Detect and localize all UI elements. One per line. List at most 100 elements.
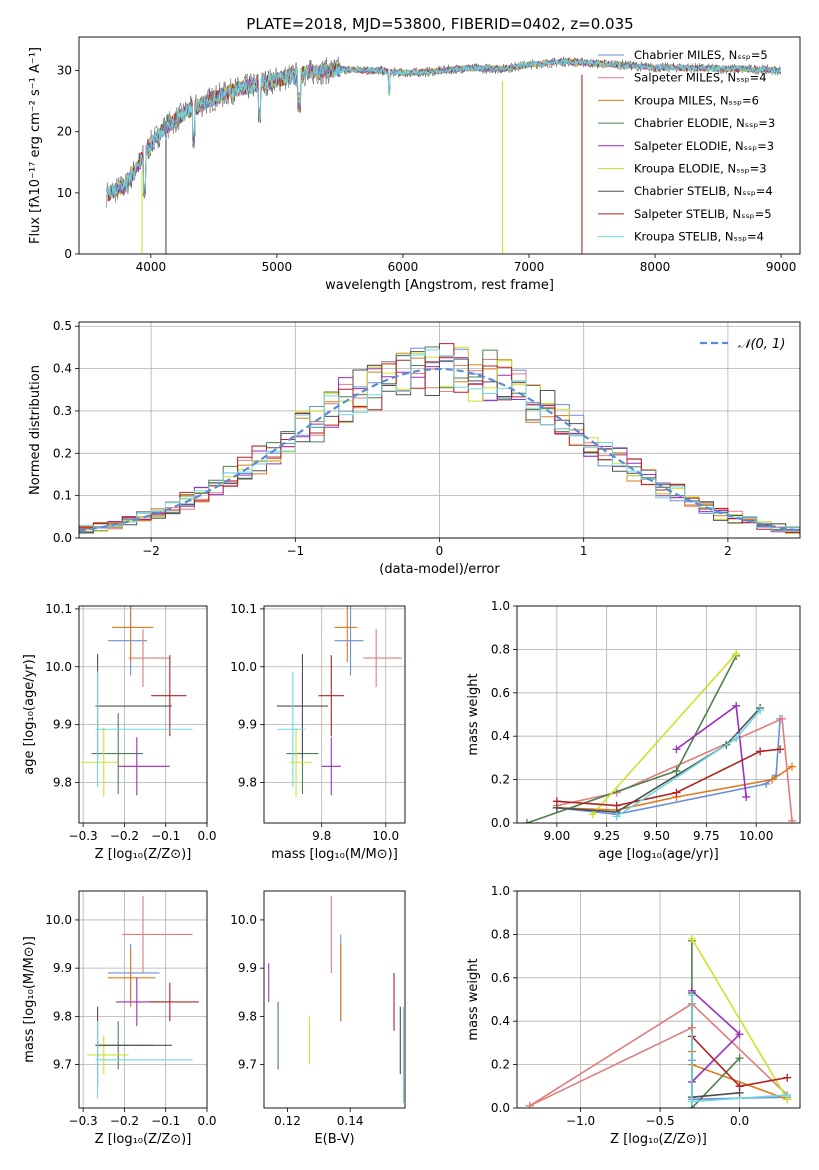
mass_vs_EBV-xtick-label: 0.12: [274, 1114, 301, 1128]
mass_vs_EBV-xlabel: E(B-V): [314, 1132, 354, 1147]
massweight_vs_age-xlabel: age [log₁₀(age/yr)]: [598, 847, 719, 862]
massweight_vs_Z-xtick-label: −1.0: [566, 1114, 595, 1128]
mass_vs_EBV-xtick-label: 0.14: [337, 1114, 364, 1128]
massweight_vs_Z-ytick-label: 1.0: [491, 884, 510, 898]
spectrum-xtick-label: 6000: [388, 260, 419, 274]
massweight_vs_age-marker: [672, 745, 681, 754]
spectrum-legend-label: Chabrier ELODIE, Nₛₛₚ=3: [634, 116, 775, 130]
mass_vs_Z-xtick-label: −0.3: [69, 1114, 98, 1128]
massweight_vs_Z-ytick-label: 0.4: [491, 1014, 510, 1028]
massweight_vs_Z-ytick-label: 0.2: [491, 1058, 510, 1072]
age_vs_Z-ytick-label: 9.8: [53, 775, 72, 789]
massweight_vs_age-marker: [672, 788, 681, 797]
massweight_vs_age-xtick-label: 9.50: [643, 829, 670, 843]
spectrum-legend-label: Salpeter STELIB, Nₛₛₚ=5: [634, 207, 772, 221]
massweight_vs_Z-marker: [687, 1023, 696, 1032]
mass_vs_EBV-frame: [263, 890, 406, 1109]
massweight_vs_age-marker: [588, 810, 597, 819]
spectrum-xtick-label: 4000: [136, 260, 167, 274]
massweight_vs_Z-series-5: [691, 938, 788, 1100]
spectrum-legend-label: Salpeter MILES, Nₛₛₚ=4: [634, 71, 767, 85]
massweight_vs_Z-marker: [525, 1101, 534, 1108]
massweight_vs_age-ytick-label: 0.6: [491, 686, 510, 700]
age_vs_Z-ytick-label: 10.0: [45, 660, 72, 674]
massweight_vs_age-series-3: [526, 655, 737, 823]
massweight_vs_Z-marker: [735, 1054, 744, 1063]
massweight_vs_Z-frame: [516, 890, 801, 1109]
massweight_vs_age-marker: [778, 714, 787, 723]
massweight_vs_age-ylabel: mass weight: [466, 673, 481, 755]
massweight_vs_Z-series-4: [691, 990, 741, 1083]
mass_vs_EBV-ytick-label: 9.8: [238, 1009, 257, 1023]
massweight_vs_Z-marker: [687, 991, 696, 1000]
massweight_vs_age-xtick-label: 9.00: [543, 829, 570, 843]
mass_vs_Z-xtick-label: −0.2: [110, 1114, 139, 1128]
residuals-ylabel: Normed distribution: [28, 365, 43, 495]
spectrum-ylabel: Flux [fλ10⁻¹⁷ erg cm⁻² s⁻¹ A⁻¹]: [28, 47, 43, 244]
mass_vs_Z-xtick-label: 0.0: [197, 1114, 216, 1128]
residuals-frame: [78, 321, 801, 539]
age_vs_Z-xtick-label: −0.2: [110, 829, 139, 843]
mass_vs_EBV-ytick-label: 9.7: [238, 1058, 257, 1072]
mass_vs_EBV-ytick-label: 10.0: [230, 913, 257, 927]
spectrum-legend-label: Kroupa ELODIE, Nₛₛₚ=3: [634, 162, 767, 176]
massweight_vs_age-xtick-label: 9.25: [593, 829, 620, 843]
mass_vs_Z-frame: [78, 890, 208, 1109]
age_vs_mass-ytick-label: 9.9: [238, 718, 257, 732]
residuals-ytick-label: 0.2: [53, 446, 72, 460]
massweight_vs_age-series-5: [592, 653, 737, 815]
massweight_vs_Z-marker: [783, 1073, 792, 1082]
massweight_vs_Z-series-1: [529, 1002, 788, 1107]
age_vs_Z-xtick-label: 0.0: [197, 829, 216, 843]
age_vs_Z-ytick-label: 9.9: [53, 718, 72, 732]
age_vs_mass-xtick-label: 9.8: [312, 829, 331, 843]
massweight_vs_Z-series-9: [529, 1026, 693, 1107]
massweight_vs_age-lines: [522, 649, 797, 823]
residuals-ytick-label: 0.4: [53, 362, 72, 376]
spectrum-legend-label: Salpeter ELODIE, Nₛₛₚ=3: [634, 139, 774, 153]
massweight_vs_Z-ytick-label: 0.6: [491, 971, 510, 985]
massweight_vs_age-marker: [612, 801, 621, 810]
residuals-xlabel: (data-model)/error: [379, 562, 500, 577]
age_vs_Z-xlabel: Z [log₁₀(Z/Z⊙)]: [95, 847, 192, 862]
massweight_vs_age-ytick-label: 0.2: [491, 773, 510, 787]
residuals-xtick-label: 1: [580, 544, 588, 558]
massweight_vs_Z-lines: [525, 934, 792, 1108]
residuals-xtick-label: 2: [724, 544, 732, 558]
spectrum-lines: [106, 56, 782, 254]
spectrum-xtick-label: 5000: [262, 260, 293, 274]
massweight_vs_Z-xlabel: Z [log₁₀(Z/Z⊙)]: [610, 1132, 707, 1147]
age_vs_mass-frame: [263, 605, 406, 824]
spectrum-xtick-label: 8000: [640, 260, 671, 274]
massweight_vs_age-marker: [768, 775, 777, 784]
mass_vs_EBV-ytick-label: 9.9: [238, 961, 257, 975]
massweight_vs_age-series-6: [556, 707, 761, 813]
age_vs_mass-xlabel: mass [log₁₀(M/M⊙)]: [271, 847, 398, 862]
normal-curve: [79, 367, 800, 532]
massweight_vs_age-ytick-label: 0.0: [491, 816, 510, 830]
spectrum-legend-label: Chabrier MILES, Nₛₛₚ=5: [634, 48, 768, 62]
massweight_vs_age-series-1: [556, 717, 793, 821]
age_vs_mass-xtick-label: 10.0: [372, 829, 399, 843]
residuals-ytick-label: 0.0: [53, 531, 72, 545]
residuals-ytick-label: 0.1: [53, 489, 72, 503]
massweight_vs_age-marker: [742, 792, 751, 801]
spectrum-ytick-label: 20: [57, 125, 72, 139]
massweight_vs_Z-series-3: [691, 940, 741, 1108]
massweight_vs_age-marker: [672, 766, 681, 775]
massweight_vs_age-marker: [612, 812, 621, 821]
residuals-ytick-label: 0.3: [53, 404, 72, 418]
spectrum-title: PLATE=2018, MJD=53800, FIBERID=0402, z=0…: [246, 15, 633, 33]
massweight_vs_age-marker: [732, 734, 741, 743]
age_vs_Z-points: [81, 606, 193, 797]
massweight_vs_Z-ytick-label: 0.8: [491, 927, 510, 941]
mass_vs_Z-ytick-label: 9.8: [53, 1009, 72, 1023]
age_vs_Z-frame: [78, 605, 208, 824]
age_vs_mass-ytick-label: 9.8: [238, 775, 257, 789]
spectrum-ytick-label: 0: [64, 247, 72, 261]
mass_vs_EBV-points: [268, 895, 404, 1104]
massweight_vs_Z-xtick-label: 0.0: [730, 1114, 749, 1128]
mass_vs_Z-xlabel: Z [log₁₀(Z/Z⊙)]: [95, 1132, 192, 1147]
mass_vs_Z-ylabel: mass [log₁₀(M/M⊙)]: [22, 936, 37, 1063]
